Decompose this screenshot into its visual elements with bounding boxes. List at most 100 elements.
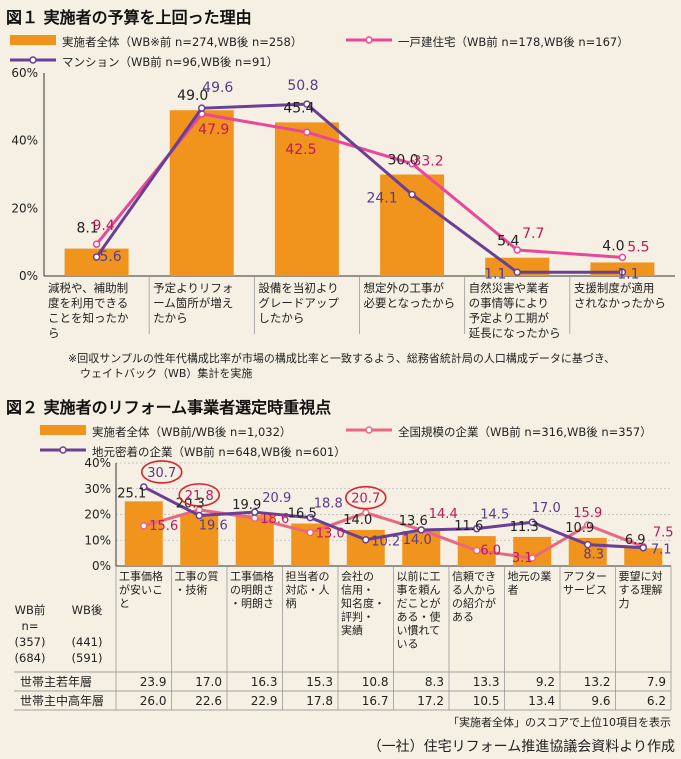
chart2-category-label: 以前に工 <box>397 569 441 583</box>
chart2-data-label: 20.9 <box>262 491 291 506</box>
chart2-point <box>306 513 314 522</box>
chart1-ytick-label: 60% <box>11 66 38 80</box>
chart1-data-label: 7.7 <box>522 226 544 242</box>
chart2-table-cell: 17.8 <box>306 694 333 708</box>
chart2-data-label: 15.6 <box>149 519 178 534</box>
chart2-legend-marker <box>59 446 67 454</box>
chart2-point <box>306 528 314 537</box>
chart2-category-label: ある・使 <box>397 611 441 624</box>
chart2-sample-wbgo: (441) <box>72 635 103 649</box>
chart2-point <box>140 483 148 491</box>
chart1-ytick-label: 40% <box>11 134 38 148</box>
chart1-data-label: 45.4 <box>283 100 314 116</box>
chart1-series-line <box>95 102 623 274</box>
chart2-table-cell: 13.4 <box>528 694 555 708</box>
chart2-data-label: 16.5 <box>288 507 317 522</box>
chart1-category-label: 支援制度が適用 <box>574 281 655 295</box>
chart2-table-note: 「実施者全体」のスコアで上位10項目を表示 <box>448 715 671 729</box>
chart2-bar <box>180 513 219 566</box>
chart2-table-row-label: 世帯主若年層 <box>20 675 92 689</box>
chart2-category-label: 者 <box>508 584 519 597</box>
chart2-table-cell: 6.2 <box>647 694 666 708</box>
chart1-title: 図１ 実施者の予算を上回った理由 <box>6 8 252 27</box>
chart2-category-label: る人から <box>452 584 496 597</box>
chart2-point <box>140 522 148 530</box>
chart1-data-label: 30.0 <box>387 153 418 169</box>
chart2-bar <box>124 501 163 566</box>
chart1-category-label: 予定よりリフォ <box>153 281 233 295</box>
chart2-data-label: 10.9 <box>565 521 594 536</box>
chart1-legend-swatch <box>10 35 56 45</box>
chart2-category-label: が安いこ <box>119 583 163 597</box>
chart2-data-label: 25.1 <box>117 486 146 501</box>
chart2-category-label: の明朗さ <box>230 584 274 597</box>
chart2-category-label: だことが <box>397 596 441 610</box>
chart2-data-label: 13.0 <box>316 527 345 542</box>
chart2-point <box>473 546 481 555</box>
chart2-legend-label: 実施者全体（WB前/WB後 n=1,032） <box>92 425 291 439</box>
chart2-data-label: 14.4 <box>429 507 458 522</box>
chart1-data-label: 50.8 <box>287 78 318 94</box>
chart1-point <box>408 159 416 168</box>
chart2-point <box>473 524 481 533</box>
chart2-category-label: アフター <box>563 570 607 583</box>
chart2-point <box>528 518 536 526</box>
chart2-point <box>251 514 259 522</box>
chart2-table-cell: 16.3 <box>251 675 278 689</box>
chart2-table-cell: 9.2 <box>536 675 555 689</box>
chart2-legend-label: 全国規模の企業（WB前 n=316,WB後 n=357） <box>398 425 652 439</box>
chart1-footnote: ※回収サンプルの性年代構成比率が市場の構成比率と一致するよう、総務省統計局の人口… <box>68 351 615 365</box>
chart1-category-label: したから <box>258 311 304 325</box>
chart1-data-label: 5.4 <box>497 234 519 250</box>
chart2-data-label: 3.1 <box>512 551 533 566</box>
chart2-data-label: 14.0 <box>403 533 432 548</box>
chart2-data-label: 15.9 <box>573 506 602 521</box>
chart2-point <box>417 526 425 534</box>
chart2-highlight-circle <box>140 460 183 484</box>
chart1-category-label: ーム箇所が増え <box>153 296 233 310</box>
chart1-data-label: 47.9 <box>198 122 229 138</box>
chart2-legend-swatch <box>40 425 86 435</box>
chart2-table-cell: 15.3 <box>306 675 333 689</box>
chart2-point <box>195 511 203 520</box>
chart2-category-label: 要望に対 <box>619 569 663 583</box>
chart2-point <box>584 521 592 529</box>
chart2-sample-wbmae: (684) <box>15 651 46 665</box>
chart1-data-label: 4.0 <box>602 238 624 254</box>
chart1-category-label: ことを知ったか <box>48 311 129 325</box>
chart2-ytick-label: 0% <box>92 559 111 573</box>
chart2-table-cell: 17.0 <box>195 675 222 689</box>
chart1-category-label: 予定より工期が <box>469 311 550 325</box>
chart1-data-label: 9.4 <box>92 218 114 234</box>
chart1-data-label: 42.5 <box>285 142 316 158</box>
chart2-point <box>528 554 536 562</box>
chart2-highlight-circle <box>344 485 387 510</box>
chart2-bar <box>624 548 663 566</box>
chart1-legend-label: 実施者全体（WB※前 n=274,WB後 n=258） <box>62 35 302 49</box>
chart2-ytick-label: 40% <box>84 456 111 470</box>
chart2-data-label: 17.0 <box>532 501 561 516</box>
chart1-data-label: 1.1 <box>617 266 639 282</box>
chart1-category-label: グレードアップ <box>258 296 339 310</box>
chart2-category-label: ・技術 <box>175 584 208 597</box>
chart1-legend-label: マンション（WB前 n=96,WB後 n=91） <box>62 55 278 69</box>
chart2-table-cell: 17.2 <box>417 694 444 708</box>
chart2-category-label: 評判・ <box>341 610 374 624</box>
chart2-category-label: 工事の質 <box>175 569 219 583</box>
chart1-ytick-label: 0% <box>19 269 38 283</box>
chart2-category-label: 対応・人 <box>286 583 330 597</box>
chart2-category-label: い慣れて <box>397 623 441 637</box>
chart2-category-label: 信用・ <box>341 584 374 597</box>
chart2-point <box>251 508 259 516</box>
chart2-category-label: 知名度・ <box>341 596 385 610</box>
chart2-sample-wbgo: WB後 <box>72 603 103 617</box>
chart1-category-label: 想定外の工事が <box>364 281 445 295</box>
chart2-data-label: 14.0 <box>343 513 372 528</box>
chart2-sample-wbmae: WB前 <box>15 603 46 617</box>
chart2-table-cell: 26.0 <box>140 694 167 708</box>
chart2-table-cell: 10.5 <box>473 694 500 708</box>
chart2-category-label: サービス <box>563 584 607 597</box>
chart2-data-label: 7.1 <box>651 543 672 558</box>
chart1-point <box>513 268 521 277</box>
